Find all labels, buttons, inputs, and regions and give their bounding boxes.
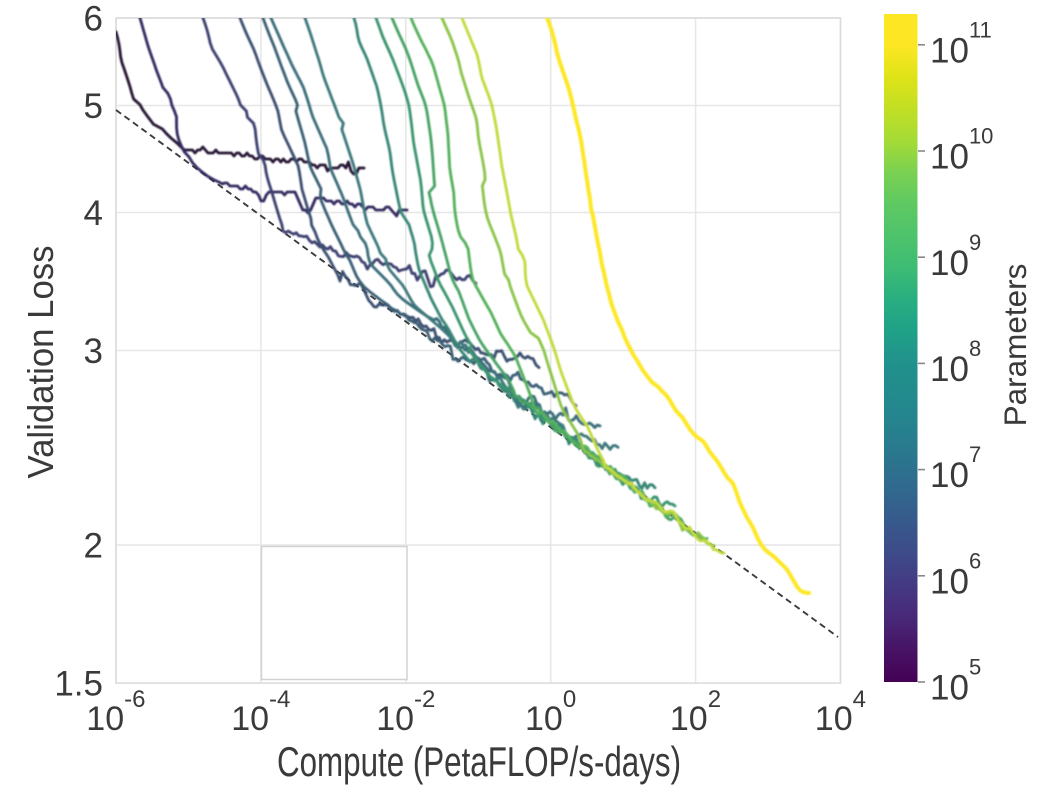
svg-text:4: 4 (84, 194, 103, 233)
svg-text:6: 6 (84, 0, 103, 39)
svg-text:Compute (PetaFLOP/s-days): Compute (PetaFLOP/s-days) (277, 738, 681, 785)
svg-text:3: 3 (84, 332, 103, 371)
svg-text:Validation Loss: Validation Loss (20, 246, 61, 479)
svg-text:1.5: 1.5 (54, 665, 103, 704)
svg-text:2: 2 (84, 527, 103, 566)
svg-text:5: 5 (84, 87, 103, 126)
svg-text:Parameters: Parameters (997, 264, 1033, 427)
